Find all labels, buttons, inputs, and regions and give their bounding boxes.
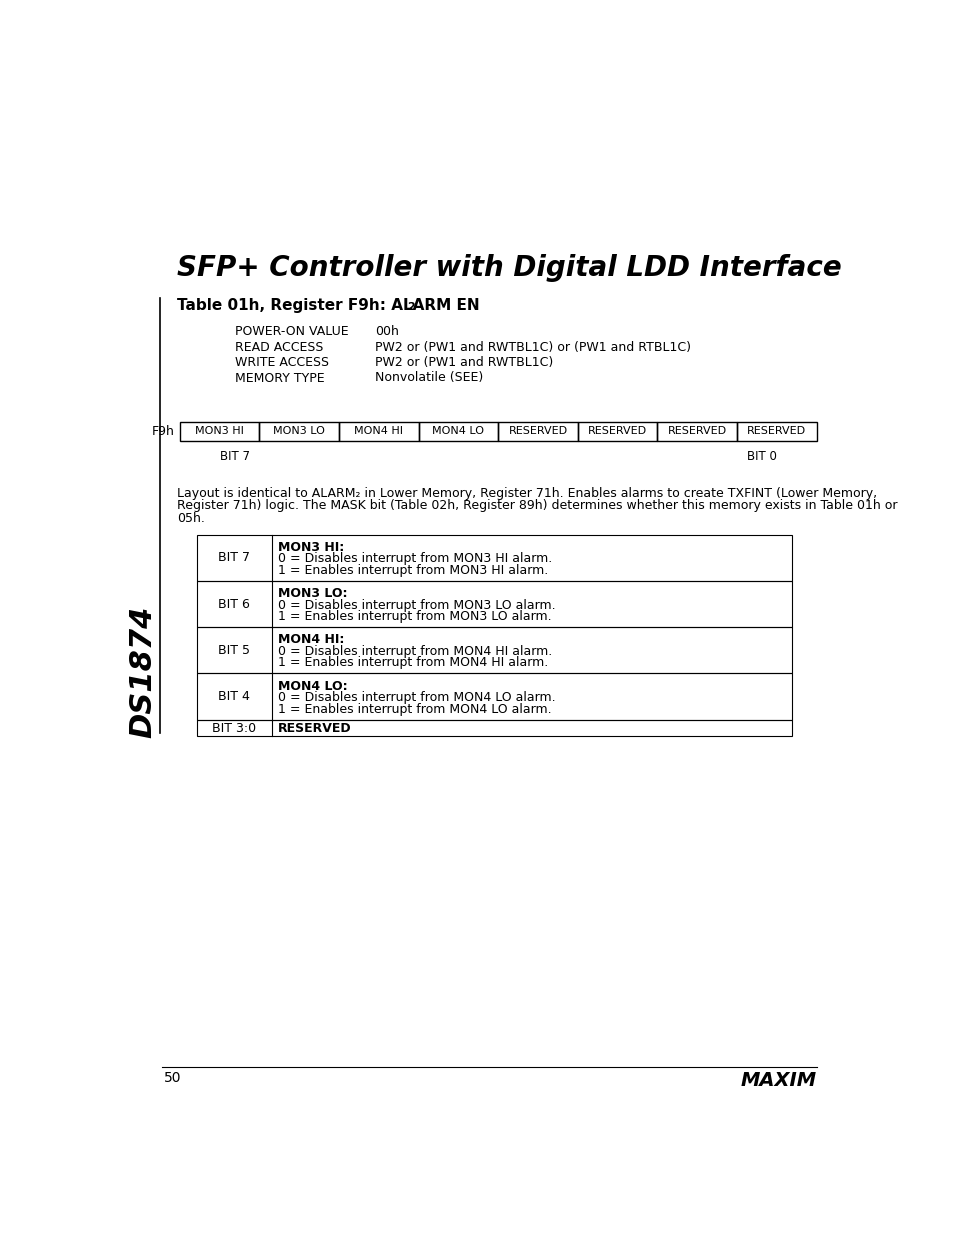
Text: PW2 or (PW1 and RWTBL1C) or (PW1 and RTBL1C): PW2 or (PW1 and RWTBL1C) or (PW1 and RTB… [375,341,690,353]
Text: 0 = Disables interrupt from MON3 LO alarm.: 0 = Disables interrupt from MON3 LO alar… [278,599,556,611]
Text: 2: 2 [406,303,415,312]
Bar [497,421,578,441]
Text: 1 = Enables interrupt from MON4 LO alarm.: 1 = Enables interrupt from MON4 LO alarm… [278,703,551,715]
Text: BIT 0: BIT 0 [746,450,776,463]
Text: POWER-ON VALUE: POWER-ON VALUE [235,325,349,338]
Bar [196,720,791,736]
Text: 1 = Enables interrupt from MON3 HI alarm.: 1 = Enables interrupt from MON3 HI alarm… [278,564,548,577]
Text: 0 = Disables interrupt from MON4 LO alarm.: 0 = Disables interrupt from MON4 LO alar… [278,692,556,704]
Text: BIT 7: BIT 7 [218,551,250,564]
Bar [196,627,791,673]
Text: BIT 5: BIT 5 [218,643,250,657]
Bar [737,421,816,441]
Text: RESERVED: RESERVED [667,426,726,436]
Text: MEMORY TYPE: MEMORY TYPE [235,372,325,384]
Text: 0 = Disables interrupt from MON4 HI alarm.: 0 = Disables interrupt from MON4 HI alar… [278,645,552,658]
Text: RESERVED: RESERVED [278,721,352,735]
Text: PW2 or (PW1 and RWTBL1C): PW2 or (PW1 and RWTBL1C) [375,356,553,369]
Text: MON3 LO:: MON3 LO: [278,587,347,600]
Text: BIT 6: BIT 6 [218,598,250,610]
Text: MON4 HI:: MON4 HI: [278,634,344,646]
Text: MON3 LO: MON3 LO [273,426,325,436]
Text: RESERVED: RESERVED [587,426,646,436]
Text: Nonvolatile (SEE): Nonvolatile (SEE) [375,372,483,384]
Text: RESERVED: RESERVED [746,426,805,436]
Bar [578,421,657,441]
Text: READ ACCESS: READ ACCESS [235,341,323,353]
Text: MON4 LO:: MON4 LO: [278,679,348,693]
Text: 05h.: 05h. [177,511,205,525]
Bar [196,535,791,580]
Text: 00h: 00h [375,325,398,338]
Bar [179,421,259,441]
Text: SFP+ Controller with Digital LDD Interface: SFP+ Controller with Digital LDD Interfa… [177,253,841,282]
Text: MON4 HI: MON4 HI [354,426,403,436]
Bar [418,421,497,441]
Text: RESERVED: RESERVED [508,426,567,436]
Text: Layout is identical to ALARM₂ in Lower Memory, Register 71h. Enables alarms to c: Layout is identical to ALARM₂ in Lower M… [177,487,877,500]
Text: MON4 LO: MON4 LO [432,426,484,436]
Text: 1 = Enables interrupt from MON3 LO alarm.: 1 = Enables interrupt from MON3 LO alarm… [278,610,551,624]
Text: MON3 HI:: MON3 HI: [278,541,344,555]
Text: BIT 3:0: BIT 3:0 [213,721,256,735]
Text: Table 01h, Register F9h: ALARM EN: Table 01h, Register F9h: ALARM EN [177,299,479,314]
Text: WRITE ACCESS: WRITE ACCESS [235,356,329,369]
Text: MON3 HI: MON3 HI [194,426,244,436]
Text: DS1874: DS1874 [128,605,157,739]
Text: MAXIM: MAXIM [740,1072,816,1091]
Text: 50: 50 [164,1072,181,1086]
Bar [657,421,737,441]
Bar [259,421,338,441]
Bar [196,580,791,627]
Text: F9h: F9h [152,425,174,437]
Bar [338,421,418,441]
Bar [196,673,791,720]
Text: 0 = Disables interrupt from MON3 HI alarm.: 0 = Disables interrupt from MON3 HI alar… [278,552,552,566]
Text: BIT 7: BIT 7 [219,450,250,463]
Text: Register 71h) logic. The MASK bit (Table 02h, Register 89h) determines whether t: Register 71h) logic. The MASK bit (Table… [177,499,897,513]
Text: 1 = Enables interrupt from MON4 HI alarm.: 1 = Enables interrupt from MON4 HI alarm… [278,656,548,669]
Text: BIT 4: BIT 4 [218,690,250,703]
